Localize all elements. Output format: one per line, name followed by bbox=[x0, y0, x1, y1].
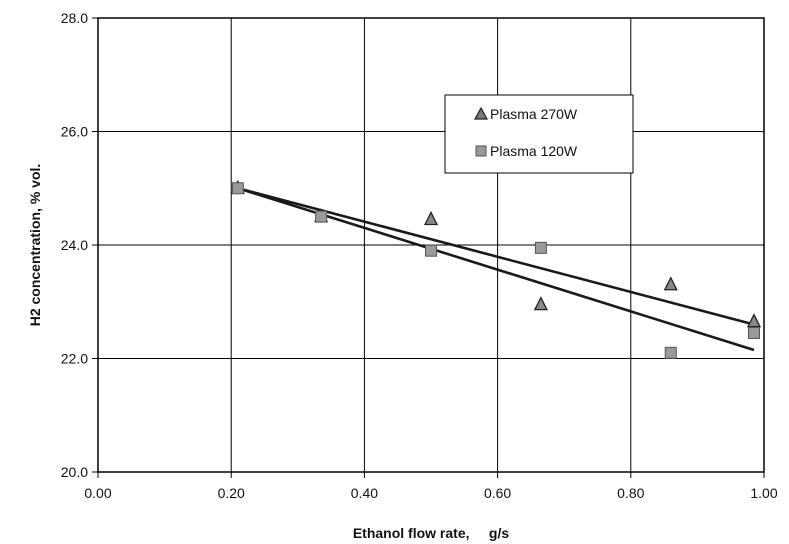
legend: Plasma 270W Plasma 120W bbox=[444, 94, 634, 174]
x-tick-label: 0.80 bbox=[617, 485, 644, 501]
data-point-triangle bbox=[663, 276, 678, 291]
markers bbox=[230, 179, 762, 359]
data-point-square bbox=[748, 326, 761, 339]
data-point-square bbox=[315, 210, 328, 223]
legend-square-marker bbox=[475, 145, 487, 157]
data-point-square bbox=[425, 244, 437, 257]
y-tick-label: 28.0 bbox=[61, 10, 88, 26]
y-tick-label: 22.0 bbox=[61, 351, 88, 367]
y-axis-title: H2 concentration, % vol. bbox=[27, 164, 43, 327]
data-point-triangle bbox=[423, 211, 439, 226]
x-tick-label: 0.40 bbox=[351, 485, 378, 501]
x-tick-label: 0.60 bbox=[484, 485, 511, 501]
ticks: 0.00 0.20 0.40 0.60 0.80 1.00 20.0 22.0 24.0 26.0… bbox=[61, 10, 778, 501]
y-tick-label: 26.0 bbox=[61, 124, 88, 140]
legend-item-plasma-270w: Plasma 270W bbox=[473, 106, 578, 122]
y-tick-label: 24.0 bbox=[61, 237, 88, 253]
x-tick-label: 1.00 bbox=[750, 485, 777, 501]
x-tick-label: 0.00 bbox=[84, 485, 111, 501]
y-tick-label: 20.0 bbox=[61, 464, 88, 480]
data-point-square bbox=[534, 241, 547, 254]
x-axis-title: Ethanol flow rate, g/s bbox=[353, 525, 510, 541]
legend-label-plasma-270w: Plasma 270W bbox=[490, 106, 578, 122]
legend-triangle-marker bbox=[473, 106, 489, 120]
legend-item-plasma-120w: Plasma 120W bbox=[475, 143, 578, 159]
data-point-square bbox=[231, 182, 244, 195]
legend-label-plasma-120w: Plasma 120W bbox=[490, 143, 578, 159]
x-tick-label: 0.20 bbox=[218, 485, 245, 501]
data-point-triangle bbox=[746, 313, 762, 328]
data-point-triangle bbox=[533, 296, 548, 311]
legend-box bbox=[444, 94, 634, 174]
data-point-square bbox=[664, 346, 677, 359]
